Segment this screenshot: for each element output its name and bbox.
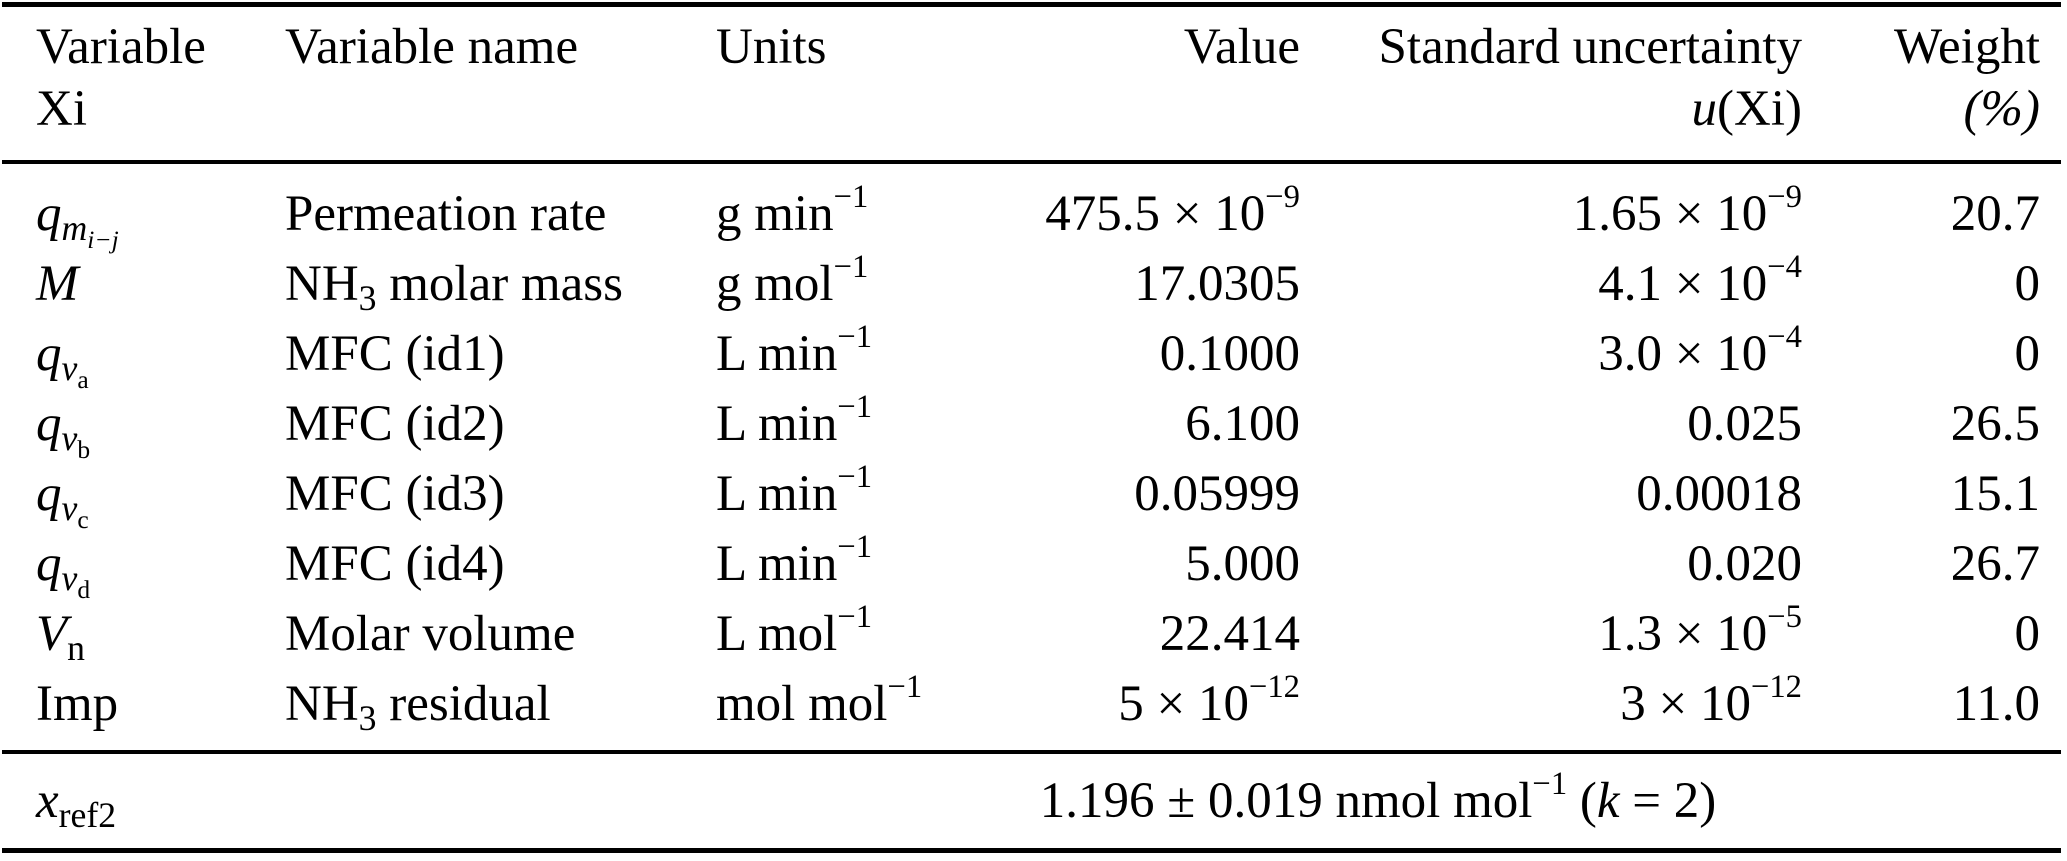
cell-standard-uncertainty: 4.1 × 10−4 (1598, 249, 1802, 312)
header-units: Units (716, 19, 827, 75)
footer-result-value: 1.196 ± 0.019 nmol mol−1 (k = 2) (1039, 766, 1717, 829)
header-value: Value (1183, 19, 1300, 75)
cell-value: 5 × 10−12 (1118, 669, 1300, 732)
header-variable-line1: Variable (36, 19, 206, 75)
cell-variable-name: MFC (id3) (285, 466, 505, 522)
header-uncertainty-line1: Standard uncertainty (1378, 19, 1802, 75)
table-rule-footer-sep (2, 750, 2061, 754)
footer-variable-symbol: xref2 (36, 773, 117, 835)
cell-variable-symbol: qvc (36, 466, 89, 534)
cell-weight: 0 (2014, 606, 2041, 662)
cell-weight: 20.7 (1950, 186, 2040, 242)
cell-variable-name: Molar volume (285, 606, 576, 662)
cell-weight: 11.0 (1952, 676, 2040, 732)
cell-standard-uncertainty: 0.020 (1687, 536, 1802, 592)
cell-variable-name: NH3 molar mass (285, 256, 623, 318)
table-rule-bottom (2, 848, 2061, 853)
cell-variable-symbol: qva (36, 326, 89, 394)
cell-units: L min−1 (716, 459, 873, 522)
cell-variable-symbol: Imp (36, 676, 119, 732)
cell-weight: 0 (2014, 256, 2041, 312)
cell-variable-name: MFC (id1) (285, 326, 505, 382)
cell-variable-symbol: Vn (36, 606, 85, 668)
cell-units: L min−1 (716, 389, 873, 452)
cell-value: 17.0305 (1134, 256, 1300, 312)
cell-variable-name: Permeation rate (285, 186, 607, 242)
header-weight-line1: Weight (1893, 19, 2040, 75)
cell-standard-uncertainty: 1.65 × 10−9 (1572, 179, 1802, 242)
cell-value: 5.000 (1185, 536, 1300, 592)
cell-standard-uncertainty: 3.0 × 10−4 (1598, 319, 1802, 382)
cell-variable-symbol: M (36, 256, 79, 312)
cell-value: 0.05999 (1134, 466, 1300, 522)
header-uncertainty-line2: u(Xi) (1691, 81, 1802, 137)
cell-variable-name: NH3 residual (285, 676, 551, 738)
table-rule-header (2, 160, 2061, 164)
cell-standard-uncertainty: 1.3 × 10−5 (1598, 599, 1802, 662)
table-rule-top (2, 2, 2061, 7)
header-variable-line2: Xi (36, 81, 87, 137)
cell-units: g mol−1 (716, 249, 869, 312)
cell-value: 6.100 (1185, 396, 1300, 452)
header-variable-name: Variable name (285, 19, 579, 75)
cell-units: g min−1 (716, 179, 869, 242)
cell-value: 475.5 × 10−9 (1045, 179, 1300, 242)
cell-weight: 15.1 (1950, 466, 2040, 522)
cell-value: 22.414 (1159, 606, 1300, 662)
cell-weight: 26.5 (1950, 396, 2040, 452)
cell-units: L min−1 (716, 529, 873, 592)
cell-variable-symbol: qvd (36, 536, 91, 604)
cell-variable-name: MFC (id4) (285, 536, 505, 592)
cell-variable-symbol: qvb (36, 396, 91, 464)
header-weight-line2: (%) (1963, 81, 2040, 137)
cell-units: L min−1 (716, 319, 873, 382)
cell-units: L mol−1 (716, 599, 873, 662)
cell-standard-uncertainty: 0.00018 (1636, 466, 1802, 522)
cell-variable-name: MFC (id2) (285, 396, 505, 452)
cell-weight: 0 (2014, 326, 2041, 382)
cell-standard-uncertainty: 3 × 10−12 (1620, 669, 1802, 732)
cell-weight: 26.7 (1950, 536, 2040, 592)
cell-variable-symbol: qmi−j (36, 186, 119, 254)
cell-standard-uncertainty: 0.025 (1687, 396, 1802, 452)
cell-units: mol mol−1 (716, 669, 923, 732)
cell-value: 0.1000 (1159, 326, 1300, 382)
